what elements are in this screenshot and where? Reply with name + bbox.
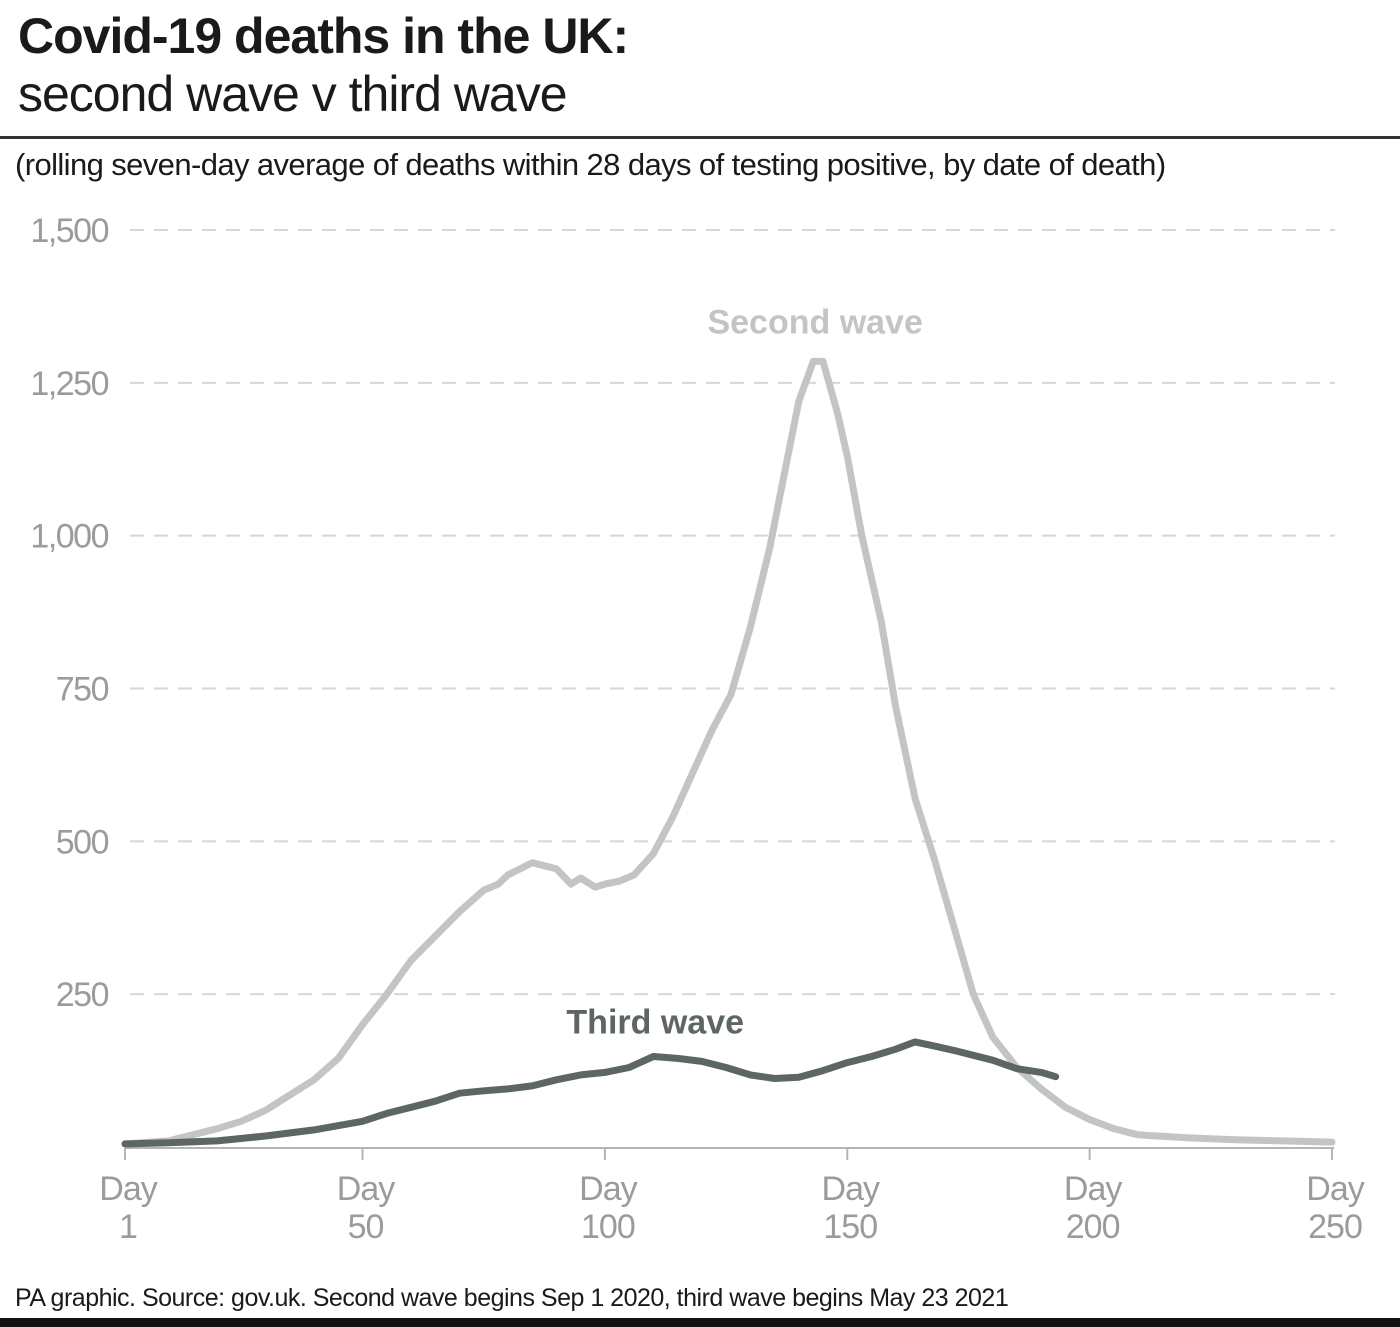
third-wave-line (121, 1038, 1060, 1148)
y-tick-label: 500 (56, 823, 109, 861)
x-tick-label-line1: Day (822, 1170, 880, 1208)
y-tick-label: 1,000 (30, 518, 108, 556)
y-tick-label: 1,250 (30, 365, 108, 403)
gridlines (130, 229, 1335, 996)
x-tick-label-line2: 1 (119, 1208, 137, 1246)
series-lines (121, 357, 1336, 1148)
y-tick-label: 250 (56, 976, 109, 1014)
bottom-bar (0, 1318, 1400, 1327)
x-tick-label-line2: 200 (1066, 1208, 1120, 1246)
series-labels: Second wave Third wave (566, 304, 922, 1042)
y-tick-label: 1,500 (30, 212, 108, 250)
y-tick-label: 750 (56, 671, 109, 709)
third-wave-label: Third wave (566, 1004, 744, 1042)
chart-subtitle: second wave v third wave (18, 66, 568, 122)
x-tick-label-line2: 50 (348, 1208, 384, 1246)
chart-note: (rolling seven-day average of deaths wit… (15, 147, 1166, 182)
x-tick-label-line2: 150 (823, 1208, 877, 1246)
chart-title: Covid-19 deaths in the UK: (18, 8, 629, 64)
x-tick-label-line1: Day (1306, 1170, 1364, 1208)
x-tick-label-line1: Day (579, 1170, 637, 1208)
y-axis-ticks: 250 500 750 1,000 1,250 1,500 (30, 212, 110, 1014)
x-tick-label-line2: 250 (1308, 1208, 1362, 1246)
second-wave-label: Second wave (707, 304, 922, 342)
x-tick-label-line2: 100 (581, 1208, 635, 1246)
source-footer: PA graphic. Source: gov.uk. Second wave … (15, 1284, 1009, 1312)
x-tick-label-line1: Day (337, 1170, 395, 1208)
x-tick-label-line1: Day (1064, 1170, 1122, 1208)
title-divider (0, 136, 1400, 139)
x-tick-label-line1: Day (99, 1170, 157, 1208)
